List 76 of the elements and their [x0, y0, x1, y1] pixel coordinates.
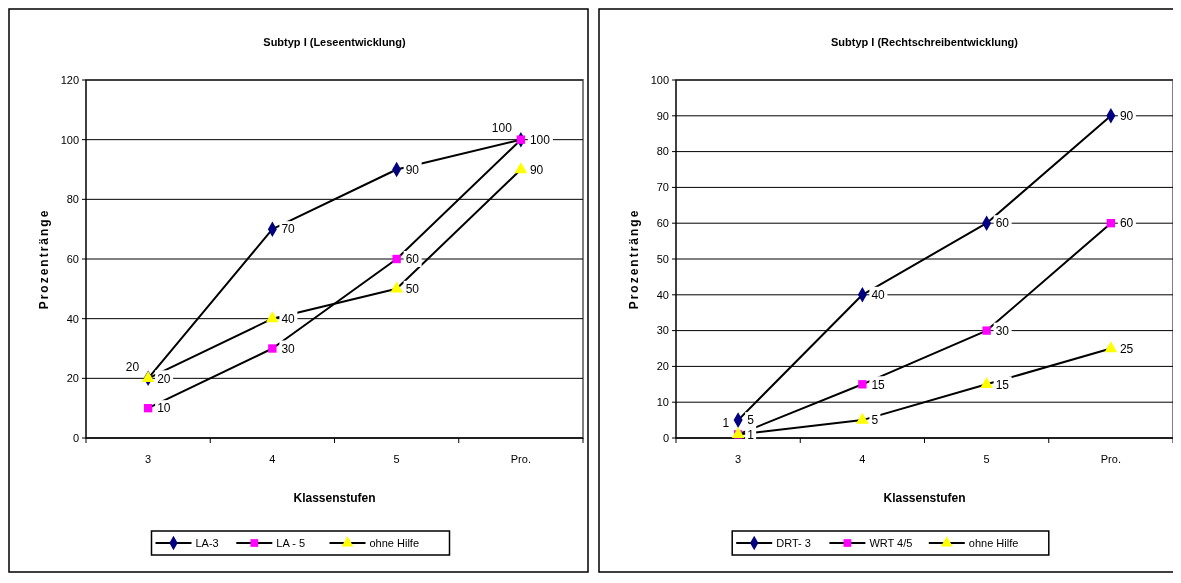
- point: [266, 311, 279, 323]
- x-tick-label: 3: [145, 453, 152, 465]
- data-label: 50: [405, 282, 420, 297]
- y-axis-title: Prozentränge: [37, 208, 51, 310]
- x-tick-label: 3: [735, 453, 742, 465]
- x-tick-label: Pro.: [1100, 453, 1121, 465]
- point: [392, 254, 401, 264]
- data-label: 70: [281, 222, 296, 237]
- x-tick-label: 5: [393, 453, 400, 465]
- y-tick-label: 40: [656, 288, 669, 301]
- y-tick-label: 80: [656, 145, 669, 158]
- point: [390, 281, 403, 293]
- data-label: 5: [871, 413, 879, 428]
- data-label: 40: [871, 288, 886, 302]
- data-label: 30: [995, 323, 1010, 338]
- y-tick-label: 100: [60, 133, 79, 146]
- data-label: 1: [722, 415, 730, 430]
- y-tick-label: 10: [656, 396, 669, 409]
- y-tick-label: 20: [66, 372, 79, 385]
- y-tick-label: 80: [66, 193, 79, 206]
- point: [982, 326, 991, 335]
- legend-label: DRT- 3: [776, 536, 811, 549]
- x-axis-title: Klassenstufen: [883, 491, 966, 505]
- x-tick-label: Pro.: [510, 453, 531, 465]
- data-label: 90: [1119, 109, 1134, 123]
- data-label: 10: [157, 401, 171, 416]
- chart-title: Subtyp I (Rechtschreibentwicklung): [830, 36, 1019, 48]
- y-tick-label: 0: [662, 431, 669, 444]
- y-tick-label: 90: [656, 109, 669, 122]
- x-tick-label: 4: [269, 453, 276, 465]
- y-tick-label: 50: [656, 252, 669, 265]
- data-label: 5: [747, 413, 755, 428]
- y-tick-label: 20: [656, 360, 669, 373]
- data-label: 20: [157, 371, 171, 386]
- y-tick-label: 30: [656, 324, 669, 337]
- y-tick-label: 60: [66, 252, 79, 265]
- data-label: 100: [491, 120, 513, 135]
- data-label: 60: [995, 216, 1010, 231]
- y-tick-label: 120: [60, 73, 79, 86]
- point: [1106, 219, 1116, 228]
- legend-label: ohne Hilfe: [968, 536, 1019, 549]
- point: [143, 403, 153, 413]
- point: [516, 135, 526, 144]
- data-label: 40: [281, 311, 296, 326]
- data-label: 90: [405, 162, 420, 177]
- y-tick-label: 100: [650, 73, 669, 86]
- legend-label: ohne Hilfe: [369, 536, 420, 549]
- point: [858, 380, 867, 389]
- y-tick-label: 70: [656, 181, 669, 194]
- point: [268, 344, 277, 353]
- y-tick-label: 40: [66, 312, 79, 325]
- y-axis-title: Prozentränge: [627, 208, 641, 310]
- data-label: 100: [529, 132, 551, 147]
- x-axis-title: Klassenstufen: [293, 491, 376, 505]
- data-label: 90: [529, 162, 544, 177]
- x-tick-label: 5: [983, 453, 990, 465]
- data-label: 25: [1119, 341, 1134, 356]
- point: [980, 376, 993, 388]
- data-label: 60: [405, 252, 420, 267]
- data-label: 1: [747, 427, 755, 442]
- legend-label: LA-3: [195, 536, 219, 549]
- y-tick-label: 60: [656, 217, 669, 230]
- point: [856, 412, 869, 424]
- data-label: 30: [281, 341, 296, 356]
- data-label: 20: [125, 359, 140, 374]
- point: [1104, 341, 1118, 353]
- y-tick-label: 0: [72, 431, 79, 444]
- chart-title: Subtyp I (Leseentwicklung): [263, 36, 407, 48]
- point: [514, 162, 528, 174]
- data-label: 60: [1119, 216, 1134, 231]
- data-label: 15: [995, 377, 1010, 392]
- x-tick-label: 4: [859, 453, 866, 465]
- legend-label: LA - 5: [276, 536, 306, 549]
- data-label: 15: [871, 377, 886, 392]
- point: [141, 370, 155, 382]
- legend-label: WRT 4/5: [869, 536, 913, 549]
